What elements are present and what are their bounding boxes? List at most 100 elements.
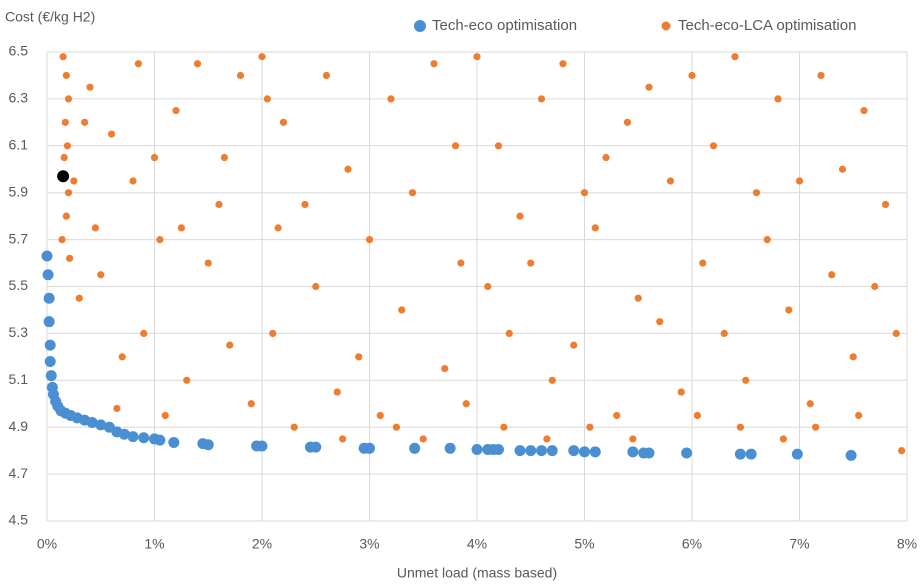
data-point	[183, 376, 191, 384]
data-point	[344, 165, 352, 173]
data-point	[752, 189, 761, 197]
data-point	[193, 60, 202, 68]
data-point	[419, 435, 427, 443]
data-point	[484, 282, 492, 291]
data-point	[494, 142, 503, 150]
data-point	[589, 446, 601, 458]
data-point	[666, 177, 675, 185]
data-point	[656, 318, 664, 326]
data-point	[602, 153, 610, 162]
y-tick-label: 6.3	[9, 90, 29, 106]
data-point	[881, 200, 890, 209]
data-point	[97, 271, 105, 279]
data-point	[58, 236, 66, 244]
data-point	[570, 341, 578, 349]
data-point	[60, 153, 68, 162]
data-point	[63, 142, 72, 150]
data-point	[310, 441, 322, 453]
data-point	[118, 353, 126, 361]
data-point	[64, 95, 73, 103]
data-point	[226, 341, 234, 349]
data-point	[134, 60, 142, 68]
data-point	[613, 411, 621, 420]
data-point	[537, 95, 546, 103]
y-tick-label: 5.1	[9, 371, 29, 387]
x-tick-label: 7%	[789, 536, 809, 552]
data-point	[548, 376, 556, 384]
data-point	[376, 411, 384, 420]
y-tick-label: 4.7	[9, 465, 29, 481]
data-point	[699, 259, 707, 267]
data-point	[527, 259, 535, 267]
data-point	[645, 83, 653, 91]
data-point	[693, 411, 701, 420]
data-point	[745, 448, 757, 460]
data-point	[339, 435, 347, 443]
data-point	[57, 170, 70, 183]
y-tick-label: 6.1	[9, 137, 29, 153]
legend-marker	[661, 21, 671, 31]
data-point	[127, 431, 139, 443]
data-point	[44, 339, 56, 351]
data-point	[220, 153, 228, 162]
data-point	[408, 189, 417, 197]
data-point	[591, 224, 599, 232]
data-point	[860, 107, 868, 115]
data-point	[779, 435, 787, 443]
data-point	[795, 177, 804, 185]
data-point	[107, 130, 116, 138]
data-point	[365, 236, 374, 244]
data-point	[500, 423, 508, 431]
data-point	[516, 212, 524, 220]
data-point	[444, 442, 456, 454]
data-point	[871, 282, 879, 291]
data-point	[75, 294, 83, 302]
data-point	[215, 200, 223, 209]
y-tick-label: 5.7	[9, 230, 29, 246]
data-point	[736, 423, 744, 431]
data-point	[514, 445, 526, 457]
data-point	[838, 165, 847, 173]
data-point	[629, 435, 637, 443]
data-point	[269, 329, 277, 337]
x-tick-label: 6%	[682, 536, 702, 552]
data-point	[828, 271, 836, 279]
data-point	[202, 439, 214, 451]
legend-label: Tech-eco optimisation	[432, 17, 577, 34]
data-point	[279, 118, 288, 126]
data-point	[140, 329, 148, 337]
data-point	[65, 254, 74, 262]
data-point	[806, 400, 814, 408]
data-point	[643, 447, 655, 459]
data-point	[731, 53, 739, 61]
data-point	[677, 388, 685, 396]
data-point	[172, 107, 180, 115]
data-point	[580, 189, 589, 197]
data-point	[95, 419, 107, 431]
data-point	[579, 446, 590, 458]
data-point	[156, 236, 164, 244]
data-point	[430, 60, 438, 68]
data-point	[274, 224, 282, 232]
legend-label: Tech-eco-LCA optimisation	[678, 17, 856, 34]
data-point	[627, 446, 639, 458]
data-point	[256, 440, 268, 452]
data-point	[43, 316, 55, 328]
data-point	[855, 411, 863, 420]
data-point	[64, 189, 73, 197]
data-point	[161, 411, 169, 420]
x-tick-label: 8%	[897, 536, 917, 552]
data-point	[398, 306, 406, 314]
data-point	[493, 443, 504, 455]
data-point	[546, 445, 558, 457]
data-point	[113, 404, 121, 413]
data-point	[204, 259, 212, 267]
data-point	[720, 329, 728, 337]
data-point	[387, 95, 395, 103]
data-point	[62, 71, 70, 80]
x-tick-label: 5%	[574, 536, 594, 552]
x-tick-label: 2%	[252, 536, 272, 552]
data-point	[247, 400, 255, 408]
data-point	[409, 442, 421, 454]
